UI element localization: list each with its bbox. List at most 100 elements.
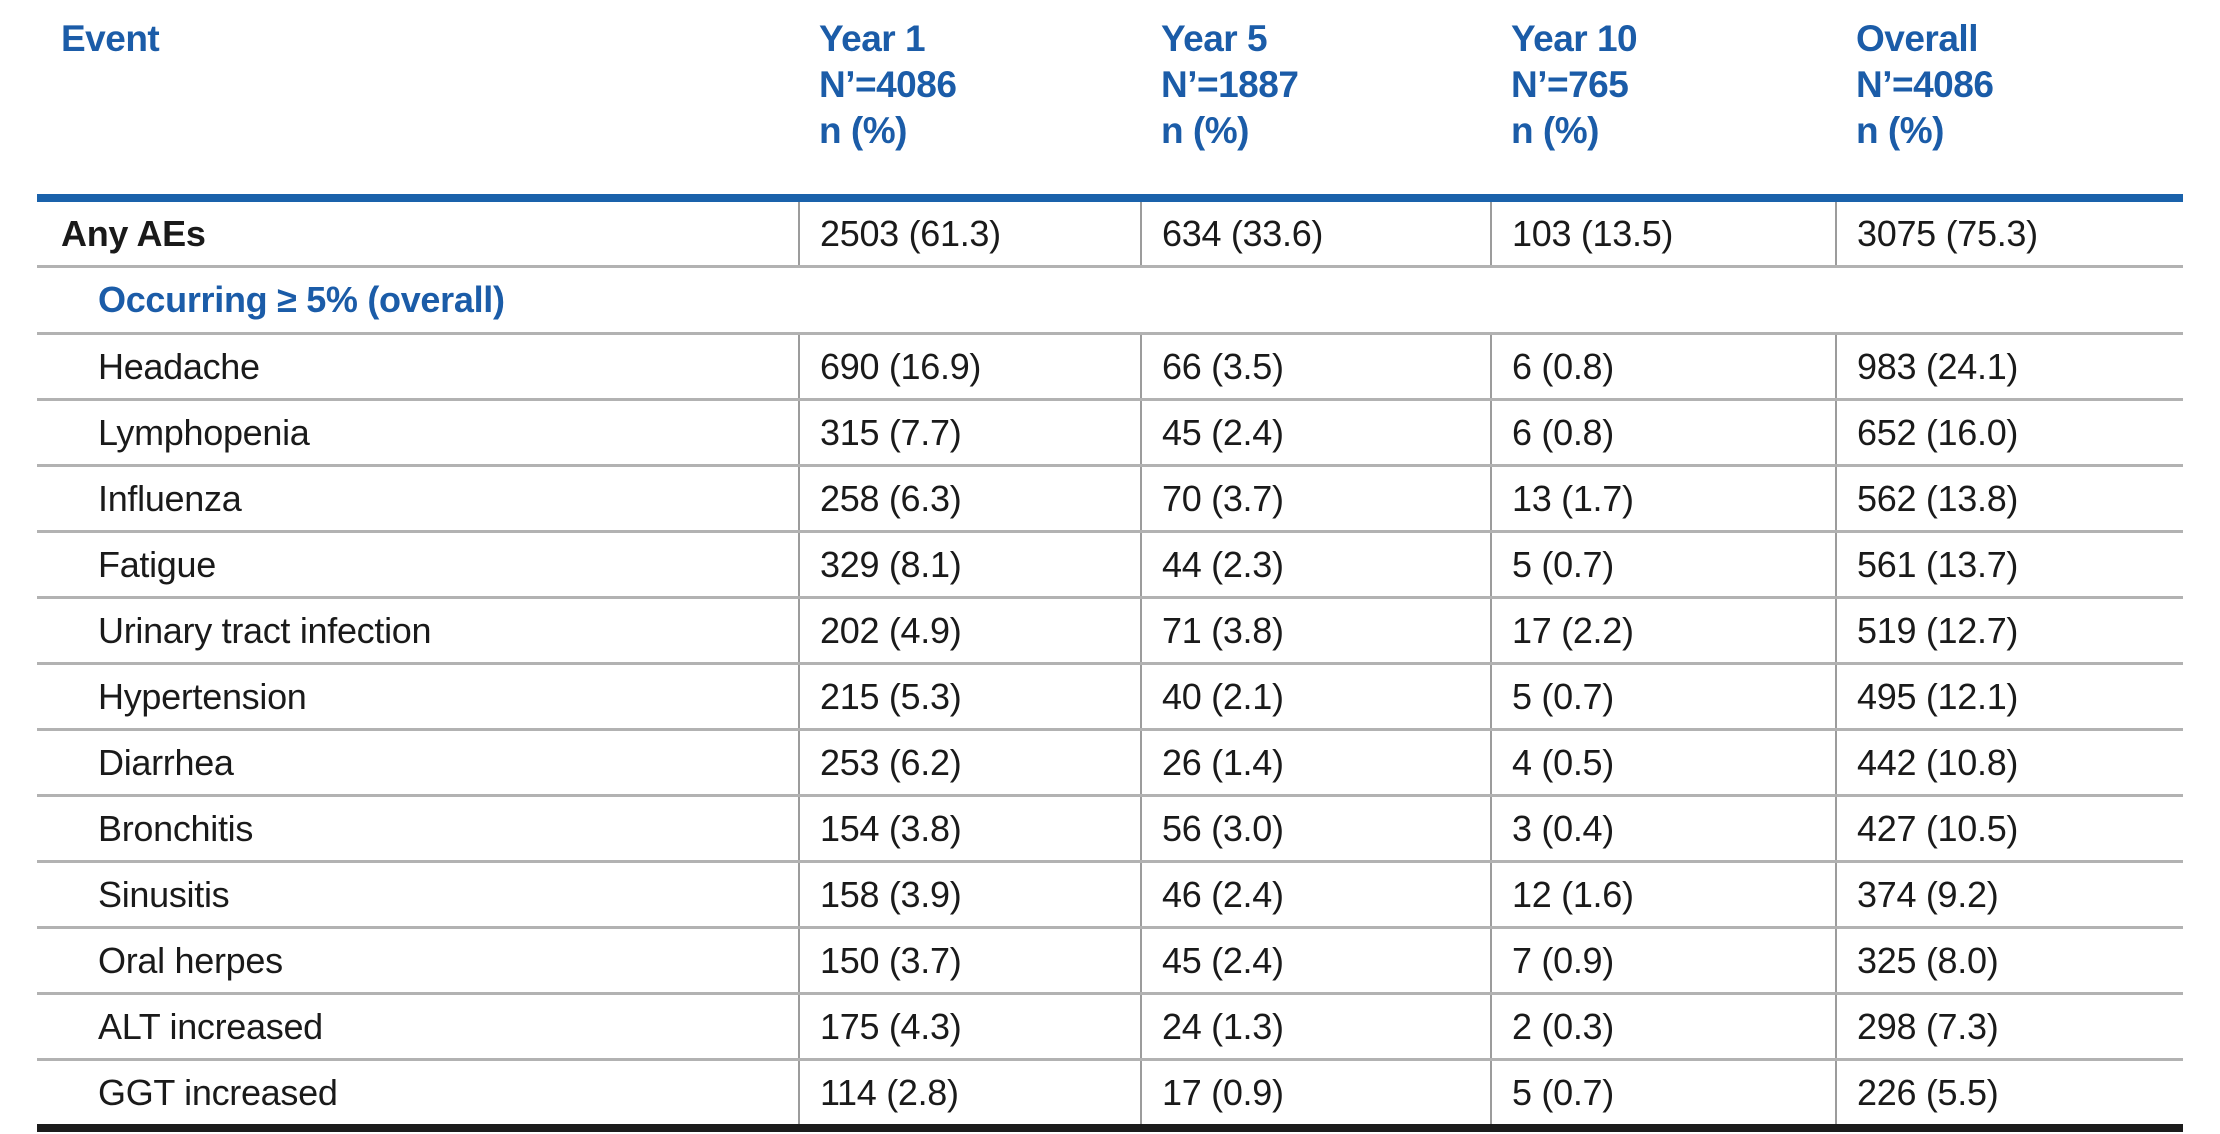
column-period-label: Year 1 xyxy=(819,18,926,59)
table-row: Fatigue 329 (8.1) 44 (2.3) 5 (0.7) 561 (13.7… xyxy=(37,531,2183,599)
column-header-label: Event xyxy=(61,18,160,59)
column-period-label: Year 5 xyxy=(1161,18,1268,59)
value-cell: 150 (3.7) xyxy=(798,927,1141,995)
value-cell: 2 (0.3) xyxy=(1490,993,1836,1061)
value-cell: 45 (2.4) xyxy=(1140,927,1491,995)
value-cell: 5 (0.7) xyxy=(1490,1059,1836,1132)
value-cell: 26 (1.4) xyxy=(1140,729,1491,797)
value-cell: 114 (2.8) xyxy=(798,1059,1141,1132)
value-cell: 4 (0.5) xyxy=(1490,729,1836,797)
table-body: Any AEs 2503 (61.3) 634 (33.6) 103 (13.5) 30… xyxy=(37,198,2183,1132)
value-cell: 66 (3.5) xyxy=(1140,333,1491,401)
column-header-event: Event xyxy=(37,0,799,202)
value-cell: 13 (1.7) xyxy=(1490,465,1836,533)
column-n-label: N’=4086 xyxy=(819,64,957,105)
event-cell: Fatigue xyxy=(37,531,799,599)
value-cell: 258 (6.3) xyxy=(798,465,1141,533)
column-n-label: N’=765 xyxy=(1511,64,1629,105)
column-n-label: N’=4086 xyxy=(1856,64,1994,105)
table-row: Sinusitis 158 (3.9) 46 (2.4) 12 (1.6) 374 (9… xyxy=(37,861,2183,929)
table-row: Occurring ≥ 5% (overall) xyxy=(37,266,2183,335)
table-header: Event Year 1 N’=4086 n (%) Year 5 N’=188… xyxy=(37,0,2183,202)
table-row: Bronchitis 154 (3.8) 56 (3.0) 3 (0.4) 427 (1… xyxy=(37,795,2183,863)
table-row: Oral herpes 150 (3.7) 45 (2.4) 7 (0.9) 325 (… xyxy=(37,927,2183,995)
value-cell: 226 (5.5) xyxy=(1835,1059,2183,1132)
event-cell: Lymphopenia xyxy=(37,399,799,467)
event-cell: Sinusitis xyxy=(37,861,799,929)
value-cell: 71 (3.8) xyxy=(1140,597,1491,665)
event-cell: Urinary tract infection xyxy=(37,597,799,665)
value-cell: 17 (2.2) xyxy=(1490,597,1836,665)
table-row: ALT increased 175 (4.3) 24 (1.3) 2 (0.3) 298… xyxy=(37,993,2183,1061)
table-row: Hypertension 215 (5.3) 40 (2.1) 5 (0.7) 495 … xyxy=(37,663,2183,731)
value-cell: 3075 (75.3) xyxy=(1835,198,2183,268)
value-cell: 5 (0.7) xyxy=(1490,531,1836,599)
value-cell: 519 (12.7) xyxy=(1835,597,2183,665)
value-cell: 70 (3.7) xyxy=(1140,465,1491,533)
value-cell: 562 (13.8) xyxy=(1835,465,2183,533)
event-cell: GGT increased xyxy=(37,1059,799,1132)
column-metric-label: n (%) xyxy=(819,110,907,151)
header-row: Event Year 1 N’=4086 n (%) Year 5 N’=188… xyxy=(37,0,2183,202)
value-cell: 6 (0.8) xyxy=(1490,333,1836,401)
value-cell: 56 (3.0) xyxy=(1140,795,1491,863)
column-metric-label: n (%) xyxy=(1856,110,1944,151)
value-cell: 634 (33.6) xyxy=(1140,198,1491,268)
column-header-year5: Year 5 N’=1887 n (%) xyxy=(1141,0,1491,202)
value-cell: 158 (3.9) xyxy=(798,861,1141,929)
table-row: GGT increased 114 (2.8) 17 (0.9) 5 (0.7) 226… xyxy=(37,1059,2183,1132)
adverse-events-table: Event Year 1 N’=4086 n (%) Year 5 N’=188… xyxy=(37,0,2183,1132)
value-cell: 215 (5.3) xyxy=(798,663,1141,731)
value-cell: 442 (10.8) xyxy=(1835,729,2183,797)
value-cell: 253 (6.2) xyxy=(798,729,1141,797)
value-cell: 652 (16.0) xyxy=(1835,399,2183,467)
value-cell: 983 (24.1) xyxy=(1835,333,2183,401)
value-cell: 12 (1.6) xyxy=(1490,861,1836,929)
value-cell: 6 (0.8) xyxy=(1490,399,1836,467)
table-row: Urinary tract infection 202 (4.9) 71 (3.8)… xyxy=(37,597,2183,665)
value-cell: 40 (2.1) xyxy=(1140,663,1491,731)
value-cell: 315 (7.7) xyxy=(798,399,1141,467)
column-metric-label: n (%) xyxy=(1161,110,1249,151)
value-cell: 2503 (61.3) xyxy=(798,198,1141,268)
column-period-label: Year 10 xyxy=(1511,18,1638,59)
event-cell: ALT increased xyxy=(37,993,799,1061)
value-cell: 325 (8.0) xyxy=(1835,927,2183,995)
value-cell: 5 (0.7) xyxy=(1490,663,1836,731)
value-cell: 374 (9.2) xyxy=(1835,861,2183,929)
table-row: Influenza 258 (6.3) 70 (3.7) 13 (1.7) 562 (1… xyxy=(37,465,2183,533)
value-cell: 7 (0.9) xyxy=(1490,927,1836,995)
column-header-year10: Year 10 N’=765 n (%) xyxy=(1491,0,1836,202)
value-cell: 154 (3.8) xyxy=(798,795,1141,863)
section-header-cell: Occurring ≥ 5% (overall) xyxy=(37,266,2183,335)
value-cell: 46 (2.4) xyxy=(1140,861,1491,929)
value-cell: 202 (4.9) xyxy=(798,597,1141,665)
table-row: Headache 690 (16.9) 66 (3.5) 6 (0.8) 983 (24… xyxy=(37,333,2183,401)
value-cell: 427 (10.5) xyxy=(1835,795,2183,863)
value-cell: 17 (0.9) xyxy=(1140,1059,1491,1132)
event-cell: Any AEs xyxy=(37,198,799,268)
value-cell: 298 (7.3) xyxy=(1835,993,2183,1061)
column-n-label: N’=1887 xyxy=(1161,64,1299,105)
value-cell: 45 (2.4) xyxy=(1140,399,1491,467)
value-cell: 24 (1.3) xyxy=(1140,993,1491,1061)
event-cell: Influenza xyxy=(37,465,799,533)
value-cell: 44 (2.3) xyxy=(1140,531,1491,599)
column-header-year1: Year 1 N’=4086 n (%) xyxy=(799,0,1141,202)
table-row: Any AEs 2503 (61.3) 634 (33.6) 103 (13.5) 30… xyxy=(37,198,2183,268)
value-cell: 690 (16.9) xyxy=(798,333,1141,401)
event-cell: Oral herpes xyxy=(37,927,799,995)
value-cell: 103 (13.5) xyxy=(1490,198,1836,268)
event-cell: Bronchitis xyxy=(37,795,799,863)
table-row: Diarrhea 253 (6.2) 26 (1.4) 4 (0.5) 442 (10.… xyxy=(37,729,2183,797)
event-cell: Diarrhea xyxy=(37,729,799,797)
value-cell: 495 (12.1) xyxy=(1835,663,2183,731)
column-metric-label: n (%) xyxy=(1511,110,1599,151)
value-cell: 175 (4.3) xyxy=(798,993,1141,1061)
column-period-label: Overall xyxy=(1856,18,1978,59)
value-cell: 329 (8.1) xyxy=(798,531,1141,599)
value-cell: 561 (13.7) xyxy=(1835,531,2183,599)
value-cell: 3 (0.4) xyxy=(1490,795,1836,863)
table-row: Lymphopenia 315 (7.7) 45 (2.4) 6 (0.8) 652 (… xyxy=(37,399,2183,467)
